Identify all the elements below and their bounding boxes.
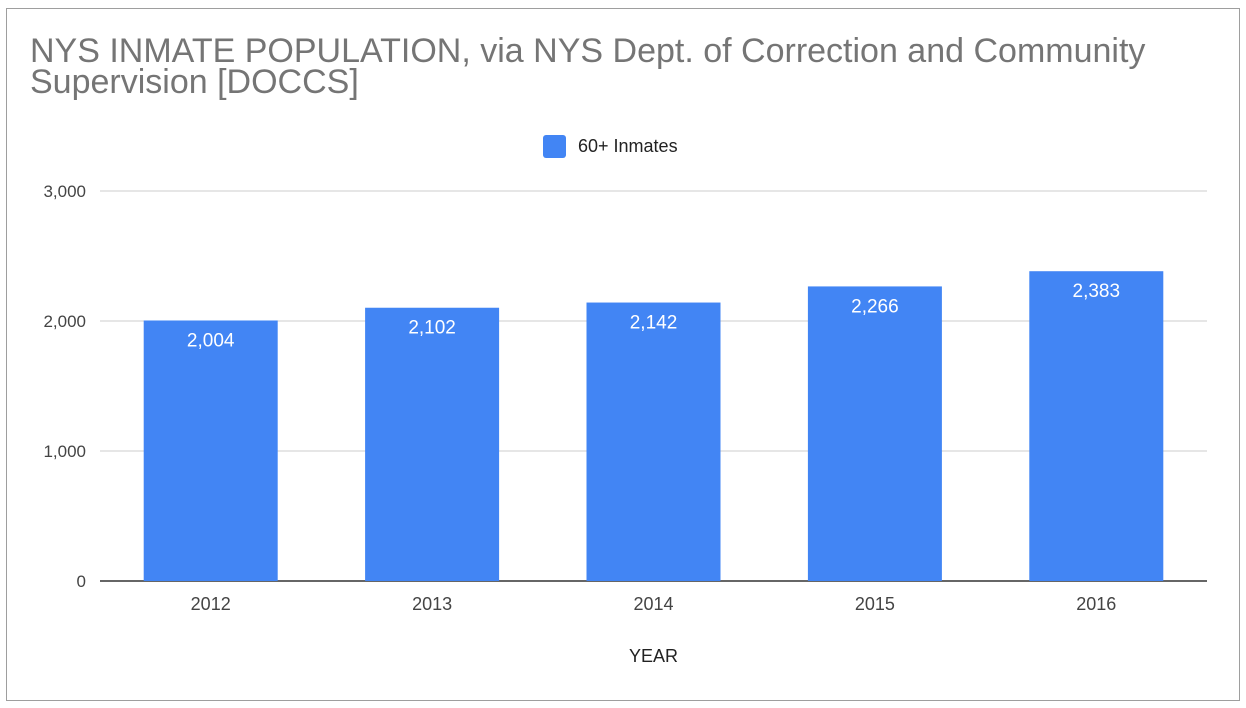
x-axis-title: YEAR bbox=[629, 646, 678, 666]
bar-2013 bbox=[365, 307, 500, 581]
legend-swatch bbox=[543, 134, 566, 158]
y-tick-label: 2,000 bbox=[43, 312, 86, 331]
bar-labels: 2,004 2,102 2,142 2,266 2,383 bbox=[187, 281, 1120, 351]
x-tick-label-2013: 2013 bbox=[412, 594, 452, 614]
bar-2014 bbox=[586, 302, 721, 581]
bar-value-label-2015: 2,266 bbox=[851, 296, 899, 317]
y-axis-ticks: 0 1,000 2,000 3,000 bbox=[43, 182, 86, 591]
x-tick-label-2014: 2014 bbox=[633, 594, 673, 614]
bar-value-label-2016: 2,383 bbox=[1073, 281, 1121, 302]
x-tick-label-2015: 2015 bbox=[855, 594, 895, 614]
y-tick-label: 0 bbox=[77, 572, 86, 591]
chart-title: NYS INMATE POPULATION, via NYS Dept. of … bbox=[30, 32, 1146, 101]
x-axis-ticks: 2012 2013 2014 2015 2016 bbox=[191, 594, 1117, 614]
bar-2016 bbox=[1029, 271, 1164, 581]
legend-label: 60+ Inmates bbox=[578, 135, 678, 156]
y-tick-label: 1,000 bbox=[43, 442, 86, 461]
bar-value-label-2013: 2,102 bbox=[408, 318, 456, 339]
bar-2015 bbox=[807, 286, 942, 581]
legend: 60+ Inmates bbox=[543, 134, 678, 158]
bars bbox=[143, 271, 1164, 581]
x-tick-label-2016: 2016 bbox=[1076, 594, 1116, 614]
bar-value-label-2012: 2,004 bbox=[187, 330, 235, 351]
x-tick-label-2012: 2012 bbox=[191, 594, 231, 614]
y-tick-label: 3,000 bbox=[43, 182, 86, 201]
bar-2012 bbox=[143, 320, 278, 581]
bar-value-label-2014: 2,142 bbox=[630, 313, 678, 334]
